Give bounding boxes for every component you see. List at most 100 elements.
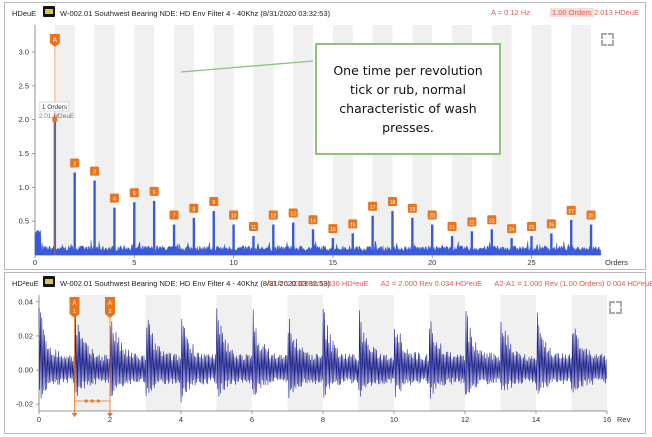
harmonic-marker-label: 22	[469, 220, 475, 226]
grid-band	[54, 25, 75, 255]
harmonic-bar	[291, 222, 295, 255]
app-logo-icon	[43, 276, 55, 287]
harmonic-marker-label: 25	[529, 225, 535, 231]
harmonic-marker	[586, 210, 596, 220]
grid-band	[213, 25, 234, 255]
annotation-callout: One time per revolution tick or rub, nor…	[315, 43, 501, 155]
harmonic-bar	[530, 236, 533, 255]
delta-arrow	[107, 413, 113, 417]
harmonic-bar	[391, 211, 394, 255]
harmonic-marker-label: 24	[509, 227, 515, 233]
harmonic-marker-label: 9	[212, 200, 215, 206]
harmonic-marker-label: 12	[271, 214, 277, 220]
y-tick-label: 0.02	[18, 331, 33, 340]
x-tick-label: 20	[428, 258, 436, 267]
cursor-readout-orders: 1.00 Orders	[550, 8, 594, 17]
cursor-readout-amplitude: 2.013 HDeuE	[594, 8, 640, 17]
waveform-y-unit: HD²euE	[12, 279, 39, 288]
harmonic-bar	[510, 238, 513, 255]
harmonic-marker	[129, 188, 139, 198]
harmonic-marker	[526, 222, 536, 232]
harmonic-marker-label: 21	[449, 225, 455, 231]
harmonic-marker	[427, 210, 437, 220]
x-tick-label: 8	[321, 415, 325, 424]
grid-band	[134, 25, 155, 255]
x-axis-unit: Rev	[617, 415, 631, 424]
cursor-tooltip-box	[39, 101, 70, 112]
x-tick-label: 25	[527, 258, 535, 267]
x-tick-label: 5	[132, 258, 136, 267]
harmonic-marker	[368, 201, 378, 211]
harmonic-marker-label: 15	[330, 227, 336, 233]
delta-dot	[90, 399, 94, 403]
cursor-marker-a	[49, 34, 60, 47]
harmonic-bar	[192, 217, 196, 255]
grid-band	[174, 25, 194, 255]
harmonic-bar	[133, 202, 136, 255]
delta-arrow	[71, 413, 78, 417]
cursor-marker-label: A	[72, 301, 76, 307]
harmonic-marker	[546, 219, 556, 229]
noise-floor	[34, 229, 602, 256]
harmonic-marker-label: 28	[588, 214, 594, 220]
cursor-readout-delta: A2-A1 = 1.000 Rev (1.00 Orders) 0.004 HD…	[494, 279, 652, 288]
annotation-pointer	[180, 60, 314, 73]
harmonic-marker-label: 11	[251, 225, 256, 231]
waveform-header: HD²euE W-002.01 Southwest Bearing NDE: H…	[5, 273, 645, 291]
harmonic-bar	[152, 200, 156, 255]
waveform-chart[interactable]: 0.04 0.02 0.00 -0.02 A 1 A 2 0 2 4 6 8 10 12 14 16 Rev	[5, 273, 645, 433]
harmonic-marker-label: 2	[73, 161, 76, 167]
harmonic-marker-label: 10	[231, 214, 237, 220]
spectrum-title: W-002.01 Southwest Bearing NDE: HD Env F…	[60, 9, 331, 18]
cursor-point	[52, 116, 58, 122]
harmonic-bar	[93, 180, 96, 255]
cursor-marker-a2	[105, 297, 115, 318]
harmonic-marker-label: 13	[290, 212, 296, 218]
harmonic-marker	[507, 224, 517, 234]
y-tick-label: 2.5	[19, 81, 29, 90]
harmonic-marker	[229, 210, 239, 220]
harmonic-marker	[90, 166, 100, 176]
harmonic-bar	[490, 229, 493, 255]
harmonic-marker-label: 27	[568, 209, 574, 215]
harmonic-bar	[252, 236, 255, 255]
harmonic-marker	[308, 215, 318, 225]
harmonic-marker-label: 7	[173, 214, 176, 220]
waveform-title: W-002.01 Southwest Bearing NDE: HD Env F…	[60, 279, 331, 288]
grid-band	[253, 25, 274, 255]
grid-band	[531, 25, 552, 255]
x-tick-label: 2	[108, 415, 112, 424]
harmonic-marker	[248, 222, 258, 232]
harmonic-marker	[387, 197, 397, 207]
cursor-tooltip-orders: 1 Orders	[42, 104, 68, 111]
expand-icon[interactable]	[601, 33, 614, 46]
harmonic-marker	[467, 217, 477, 227]
x-tick-label: 6	[250, 415, 254, 424]
expand-icon[interactable]	[609, 301, 622, 314]
cursor-readout-a2: A2 = 2.000 Rev 0.034 HD²euE	[380, 279, 483, 288]
spectrum-y-unit: HDeuE	[12, 9, 37, 18]
harmonic-bar	[331, 238, 335, 255]
harmonic-bar	[371, 215, 374, 255]
harmonic-bar	[232, 224, 235, 255]
harmonic-marker	[566, 205, 576, 215]
harmonic-marker	[169, 210, 179, 220]
delta-dot	[96, 399, 100, 403]
x-tick-label: 0	[37, 415, 41, 424]
harmonic-marker-label: 8	[192, 207, 195, 213]
waveform-cursor-readouts: A1 = 1.000 Rev 0.030 HD²euE A2 = 2.000 R…	[267, 279, 652, 288]
cursor-marker-index: 2	[108, 309, 111, 315]
x-tick-label: 15	[329, 258, 337, 267]
harmonic-marker-label: 23	[489, 218, 495, 224]
harmonic-marker-label: 14	[310, 218, 316, 224]
cursor-readout-frequency: A = 0.12 Hz	[491, 8, 530, 17]
harmonic-marker-label: 4	[113, 197, 116, 203]
y-tick-label: 1.0	[19, 183, 29, 192]
x-tick-label: 10	[229, 258, 237, 267]
x-axis-unit: Orders	[605, 258, 628, 267]
y-tick-label: 0.5	[19, 217, 29, 226]
y-tick-label: 1.5	[19, 149, 29, 158]
harmonic-marker-label: 17	[370, 205, 376, 211]
harmonic-bar	[550, 233, 553, 255]
y-tick-label: 0.00	[18, 366, 33, 375]
